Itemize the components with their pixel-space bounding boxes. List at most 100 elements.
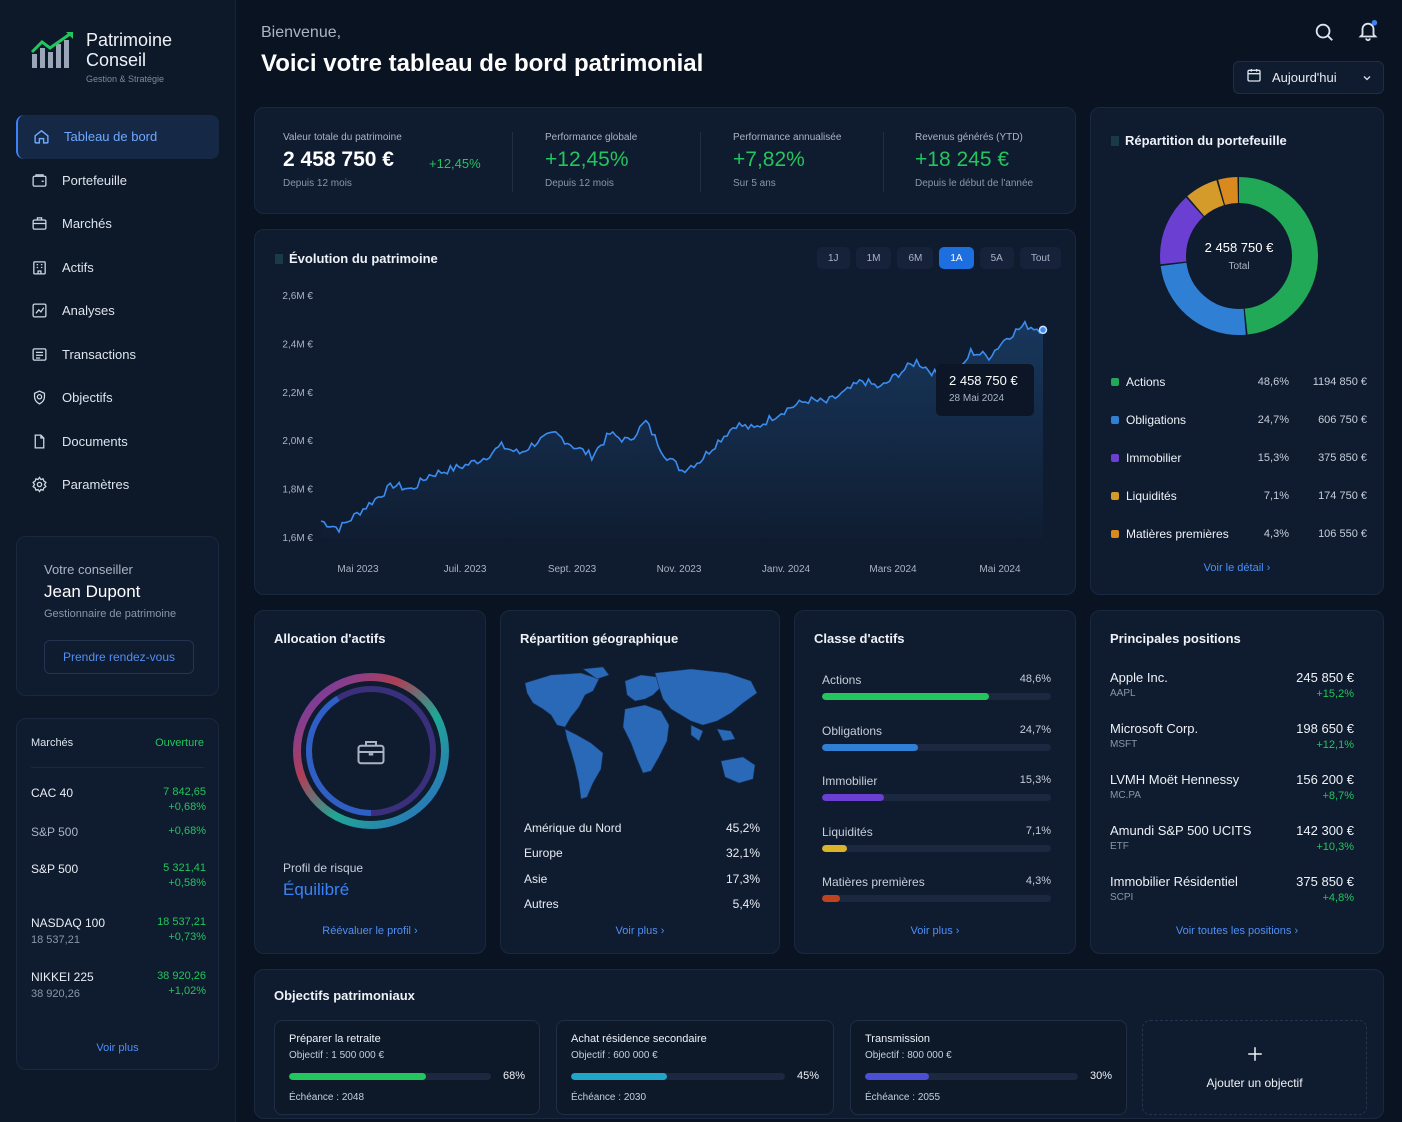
goal-card[interactable]: Achat résidence secondaire Objectif : 600… [556,1020,834,1115]
market-value: 7 842,65 [163,786,206,798]
legend-swatch [1111,530,1119,538]
book-appointment-button[interactable]: Prendre rendez-vous [44,640,194,674]
tooltip-date: 28 Mai 2024 [949,393,1005,404]
position-ticker: AAPL [1110,688,1136,699]
position-row[interactable]: Amundi S&P 500 UCITS ETF 142 300 € +10,3… [1110,823,1354,874]
geo-more-link[interactable]: Voir plus › [501,925,779,937]
position-name: Apple Inc. [1110,670,1168,685]
market-row[interactable]: NASDAQ 100 18 537,21 18 537,21 +0,73% [31,916,206,946]
date-select[interactable]: Aujourd'hui [1233,61,1384,94]
geo-row: Autres 5,4% [524,892,760,918]
donut-slice[interactable] [1160,177,1318,335]
portfolio-legend-row[interactable]: Actions 48,6% 1194 850 € [1111,363,1367,401]
range-selector: 1J 1M 6M 1A 5A Tout [817,247,1061,269]
range-5a[interactable]: 5A [979,247,1014,269]
reassess-profile-link[interactable]: Réévaluer le profil › [255,925,485,937]
asset-classes-card: Classe d'actifs Actions 48,6% Obligations 2… [794,610,1076,954]
market-name: S&P 500 [31,862,79,876]
position-change: +12,1% [1316,739,1354,751]
goal-pct: 45% [796,1070,819,1082]
sidebar-item-analyses[interactable]: Analyses [16,289,219,333]
portfolio-legend-row[interactable]: Obligations 24,7% 606 750 € [1111,401,1367,439]
sidebar-item-tableau-de-bord[interactable]: Tableau de bord [16,115,219,159]
asset-class-row[interactable]: Matières premières 4,3% [822,875,1051,926]
asset-class-row[interactable]: Immobilier 15,3% [822,774,1051,825]
portfolio-legend-row[interactable]: Immobilier 15,3% 375 850 € [1111,439,1367,477]
position-change: +15,2% [1316,688,1354,700]
range-6m[interactable]: 6M [897,247,934,269]
market-value: 38 920,26 [157,970,206,982]
search-icon[interactable] [1313,21,1335,48]
market-row[interactable]: NIKKEI 225 38 920,26 38 920,26 +1,02% [31,970,206,1000]
goal-progress-bar [289,1073,491,1080]
position-row[interactable]: Apple Inc. AAPL 245 850 € +15,2% [1110,670,1354,721]
y-tick-label: 1,6M € [282,533,313,544]
donut-slice[interactable] [1160,177,1318,335]
sidebar-item-transactions[interactable]: Transactions [16,333,219,377]
goal-card[interactable]: Transmission Objectif : 800 000 € 30% Échéa… [850,1020,1127,1115]
evolution-chart[interactable]: 2,6M € 2,4M € 2,2M € 2,0M € 1,8M € 1,6M € Mai … [255,280,1075,590]
asset-class-bar-fill [822,844,848,852]
sidebar-item-parametres[interactable]: Paramètres [16,463,219,507]
position-row[interactable]: LVMH Moët Hennessy MC.PA 156 200 € +8,7% [1110,772,1354,823]
portfolio-detail-link[interactable]: Voir le détail › [1091,562,1383,574]
position-ticker: ETF [1110,841,1129,852]
market-row[interactable]: S&P 500 5 321,41 +0,58% [31,862,206,889]
brand-logo[interactable]: Patrimoine Conseil Gestion & Stratégie [30,30,172,84]
asset-classes-title: Classe d'actifs [814,631,905,646]
sidebar-item-objectifs[interactable]: Objectifs [16,376,219,420]
asset-class-row[interactable]: Actions 48,6% [822,673,1051,724]
bell-icon[interactable] [1357,19,1379,48]
goal-progress-fill [571,1073,668,1080]
range-1j[interactable]: 1J [817,247,850,269]
section-marker [1111,135,1119,146]
briefcase-icon [356,738,386,771]
sidebar-item-portefeuille[interactable]: Portefeuille [16,159,219,203]
series-line[interactable] [320,319,1044,534]
kpi-value: 2 458 750 € [283,148,394,171]
kpi-value: +12,45% [545,148,629,171]
sidebar-item-documents[interactable]: Documents [16,420,219,464]
page-title: Voici votre tableau de bord patrimonial [261,50,704,77]
donut-center-label: Total [1228,261,1250,272]
kpi-divider [883,132,884,192]
asset-class-row[interactable]: Obligations 24,7% [822,724,1051,775]
sidebar-item-label: Documents [62,433,128,449]
market-row[interactable]: S&P 500 +0,68% [31,825,206,839]
building-icon [30,258,48,276]
goal-due: Échéance : 2030 [571,1092,647,1103]
sidebar-item-label: Tableau de bord [64,129,158,145]
sidebar-item-marches[interactable]: Marchés [16,202,219,246]
donut-slice[interactable] [1160,177,1318,335]
portfolio-legend-row[interactable]: Matières premières 4,3% 106 550 € [1111,515,1367,553]
portfolio-legend-row[interactable]: Liquidités 7,1% 174 750 € [1111,477,1367,515]
portfolio-donut-chart[interactable] [1157,174,1321,338]
all-positions-link[interactable]: Voir toutes les positions › [1091,925,1383,937]
market-sub: 18 537,21 [31,934,80,946]
add-goal-button[interactable]: Ajouter un objectif [1142,1020,1367,1115]
position-row[interactable]: Immobilier Résidentiel SCPI 375 850 € +4… [1110,874,1354,925]
chart-tooltip: 2 458 750 € 28 Mai 2024 [936,364,1034,416]
x-tick-label: Mai 2023 [337,564,379,575]
kpi-sub: Depuis 12 mois [545,178,614,189]
asset-class-row[interactable]: Liquidités 7,1% [822,825,1051,876]
position-value: 245 850 € [1296,670,1354,685]
range-1m[interactable]: 1M [855,247,892,269]
sidebar-item-label: Portefeuille [62,172,128,188]
y-tick-label: 1,8M € [282,485,313,496]
chevron-right-icon: › [414,925,418,937]
series-end-point[interactable] [1038,325,1048,335]
advisor-card: Votre conseiller Jean Dupont Gestionnair… [16,536,219,696]
goal-target: Objectif : 1 500 000 € [289,1050,385,1061]
classes-more-link[interactable]: Voir plus › [795,925,1075,937]
goal-card[interactable]: Préparer la retraite Objectif : 1 500 000… [274,1020,540,1115]
range-1a[interactable]: 1A [939,247,974,269]
sidebar-item-actifs[interactable]: Actifs [16,246,219,290]
range-tout[interactable]: Tout [1019,247,1061,269]
markets-more-link[interactable]: Voir plus [96,1042,139,1054]
world-map [524,666,758,800]
position-row[interactable]: Microsoft Corp. MSFT 198 650 € +12,1% [1110,721,1354,772]
position-name: LVMH Moët Hennessy [1110,772,1240,787]
market-row[interactable]: CAC 40 7 842,65 +0,68% [31,786,206,813]
market-name: NIKKEI 225 [31,970,94,984]
